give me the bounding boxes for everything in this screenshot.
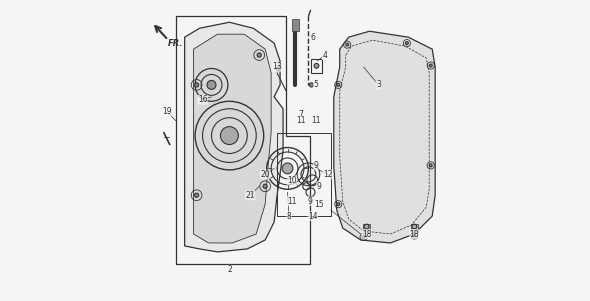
Text: 6: 6: [310, 33, 315, 42]
Text: 7: 7: [299, 110, 303, 119]
Circle shape: [362, 235, 365, 238]
Circle shape: [309, 83, 313, 87]
Text: 19: 19: [162, 107, 172, 116]
Text: 18: 18: [362, 229, 371, 238]
Bar: [363, 225, 370, 233]
Text: 21: 21: [245, 191, 255, 200]
Text: 14: 14: [308, 212, 317, 221]
Text: 10: 10: [287, 176, 297, 185]
Text: 13: 13: [273, 63, 282, 72]
Circle shape: [314, 64, 319, 68]
Text: 15: 15: [314, 200, 324, 209]
Circle shape: [221, 127, 238, 144]
Text: 11: 11: [311, 116, 320, 125]
Text: 9: 9: [313, 161, 319, 170]
Text: 20: 20: [260, 170, 270, 179]
Text: FR.: FR.: [168, 39, 183, 48]
Circle shape: [263, 184, 267, 188]
Circle shape: [195, 193, 199, 197]
Circle shape: [337, 83, 340, 86]
Polygon shape: [194, 34, 271, 243]
Circle shape: [257, 53, 261, 57]
Text: 2: 2: [227, 265, 232, 274]
Circle shape: [207, 80, 216, 89]
Text: 9: 9: [307, 197, 312, 206]
Bar: [277, 133, 331, 216]
Circle shape: [276, 66, 281, 71]
Text: 4: 4: [322, 51, 327, 60]
Text: 11: 11: [296, 116, 306, 125]
Polygon shape: [334, 31, 435, 243]
Text: 3: 3: [376, 80, 381, 89]
Bar: [292, 19, 299, 31]
Bar: [411, 225, 418, 233]
Circle shape: [346, 43, 349, 46]
Circle shape: [429, 64, 432, 67]
Polygon shape: [185, 22, 283, 252]
Circle shape: [405, 42, 408, 45]
Circle shape: [429, 164, 432, 167]
Text: 18: 18: [409, 229, 419, 238]
Circle shape: [282, 163, 293, 174]
Circle shape: [337, 203, 340, 206]
Text: 9: 9: [316, 182, 322, 191]
Text: 11: 11: [287, 197, 297, 206]
Bar: [312, 59, 322, 73]
Text: 16: 16: [198, 95, 207, 104]
Text: 8: 8: [287, 212, 291, 221]
Text: 5: 5: [313, 80, 319, 89]
Text: 12: 12: [323, 170, 333, 179]
Circle shape: [195, 83, 199, 87]
Circle shape: [413, 234, 416, 237]
